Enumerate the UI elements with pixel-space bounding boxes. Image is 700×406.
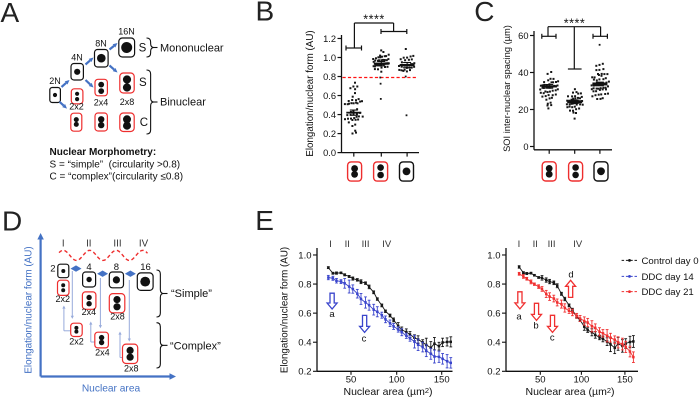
svg-text:100: 100 xyxy=(389,374,405,385)
svg-text:A: A xyxy=(1,0,20,28)
svg-text:1.0: 1.0 xyxy=(298,250,311,261)
svg-text:2x4: 2x4 xyxy=(94,98,109,108)
svg-text:d: d xyxy=(568,270,573,281)
svg-text:8N: 8N xyxy=(95,39,107,49)
svg-text:c: c xyxy=(362,334,367,345)
svg-text:****: **** xyxy=(564,16,585,30)
svg-text:Elongation/nuclear form (AU): Elongation/nuclear form (AU) xyxy=(280,247,291,373)
svg-text:4: 4 xyxy=(86,262,91,273)
svg-text:D: D xyxy=(2,206,22,237)
svg-text:C = “complex”(circularity ≤0.8: C = “complex”(circularity ≤0.8) xyxy=(50,172,184,183)
svg-text:Elongation/nuclear form (AU): Elongation/nuclear form (AU) xyxy=(305,30,316,156)
svg-text:20: 20 xyxy=(518,105,528,115)
svg-text:50: 50 xyxy=(346,374,357,385)
svg-text:0.6: 0.6 xyxy=(323,91,336,101)
svg-text:C: C xyxy=(140,117,148,129)
svg-text:0: 0 xyxy=(523,142,528,152)
svg-text:DDC day 21: DDC day 21 xyxy=(642,287,694,298)
svg-text:S: S xyxy=(139,77,147,89)
svg-text:****: **** xyxy=(363,12,384,26)
svg-text:Binuclear: Binuclear xyxy=(160,97,206,109)
svg-text:1.2: 1.2 xyxy=(323,34,336,44)
svg-text:16N: 16N xyxy=(118,27,135,37)
svg-text:Mononuclear: Mononuclear xyxy=(160,43,224,55)
svg-text:2x4: 2x4 xyxy=(95,348,110,358)
svg-text:S = “simple” (circularity >0.: S = “simple” (circularity >0.8) xyxy=(50,160,181,171)
svg-text:4N: 4N xyxy=(71,53,83,63)
svg-text:2: 2 xyxy=(50,264,55,275)
svg-text:2x2: 2x2 xyxy=(69,336,84,346)
svg-text:0.6: 0.6 xyxy=(298,308,311,319)
svg-text:I: I xyxy=(62,239,65,250)
svg-text:0.2: 0.2 xyxy=(487,367,500,378)
svg-text:II: II xyxy=(533,239,538,250)
svg-text:16: 16 xyxy=(140,262,151,273)
svg-text:IV: IV xyxy=(139,239,149,250)
svg-text:Nuclear area (µm2): Nuclear area (µm2) xyxy=(526,386,615,398)
svg-text:Nuclear area (µm2): Nuclear area (µm2) xyxy=(344,386,433,398)
svg-text:150: 150 xyxy=(617,374,633,385)
svg-text:Nuclear area: Nuclear area xyxy=(82,384,141,395)
svg-text:2x2: 2x2 xyxy=(56,294,71,304)
svg-text:a: a xyxy=(329,309,335,320)
svg-text:“Complex”: “Complex” xyxy=(170,341,221,353)
svg-text:III: III xyxy=(362,239,370,250)
svg-text:1.0: 1.0 xyxy=(487,250,500,261)
svg-text:IV: IV xyxy=(382,239,392,250)
svg-text:100: 100 xyxy=(573,374,589,385)
svg-text:0.2: 0.2 xyxy=(323,129,336,139)
svg-text:150: 150 xyxy=(434,374,450,385)
svg-text:2N: 2N xyxy=(49,76,61,86)
svg-text:0.4: 0.4 xyxy=(487,338,500,349)
svg-text:S: S xyxy=(139,43,147,55)
svg-text:E: E xyxy=(255,205,274,236)
svg-text:IV: IV xyxy=(573,239,583,250)
svg-text:C: C xyxy=(474,0,494,27)
svg-text:0.2: 0.2 xyxy=(298,367,311,378)
svg-text:Control day 0: Control day 0 xyxy=(642,256,699,267)
svg-text:50: 50 xyxy=(535,374,546,385)
svg-text:2x8: 2x8 xyxy=(120,97,135,107)
svg-text:2x4: 2x4 xyxy=(82,307,97,317)
svg-text:0.0: 0.0 xyxy=(323,148,336,158)
svg-text:III: III xyxy=(113,239,121,250)
svg-text:II: II xyxy=(86,239,91,250)
svg-text:“Simple”: “Simple” xyxy=(171,288,212,300)
svg-text:B: B xyxy=(256,0,275,27)
svg-text:2x2: 2x2 xyxy=(69,102,84,112)
svg-text:I: I xyxy=(518,239,521,250)
svg-text:I: I xyxy=(329,239,332,250)
svg-text:II: II xyxy=(345,239,350,250)
svg-text:0.6: 0.6 xyxy=(487,308,500,319)
svg-text:III: III xyxy=(548,239,556,250)
svg-text:DDC day 14: DDC day 14 xyxy=(642,272,695,283)
svg-text:0.4: 0.4 xyxy=(323,110,336,120)
svg-text:Nuclear Morphometry:: Nuclear Morphometry: xyxy=(50,147,157,158)
svg-text:0.8: 0.8 xyxy=(323,72,336,82)
svg-text:b: b xyxy=(533,321,538,332)
svg-text:8: 8 xyxy=(114,262,119,273)
svg-text:0.4: 0.4 xyxy=(298,338,311,349)
svg-text:40: 40 xyxy=(518,68,528,78)
svg-text:0.8: 0.8 xyxy=(298,279,311,290)
svg-text:a: a xyxy=(516,311,522,322)
svg-text:2x8: 2x8 xyxy=(110,312,125,322)
svg-text:SOI inter-nuclear spacing (µm): SOI inter-nuclear spacing (µm) xyxy=(502,25,512,152)
svg-text:Elongation/nuclear form (AU): Elongation/nuclear form (AU) xyxy=(24,246,35,373)
svg-text:0.8: 0.8 xyxy=(487,279,500,290)
svg-text:2x8: 2x8 xyxy=(124,364,139,374)
svg-text:c: c xyxy=(550,333,555,344)
svg-text:1.0: 1.0 xyxy=(323,53,336,63)
svg-text:60: 60 xyxy=(518,31,528,41)
